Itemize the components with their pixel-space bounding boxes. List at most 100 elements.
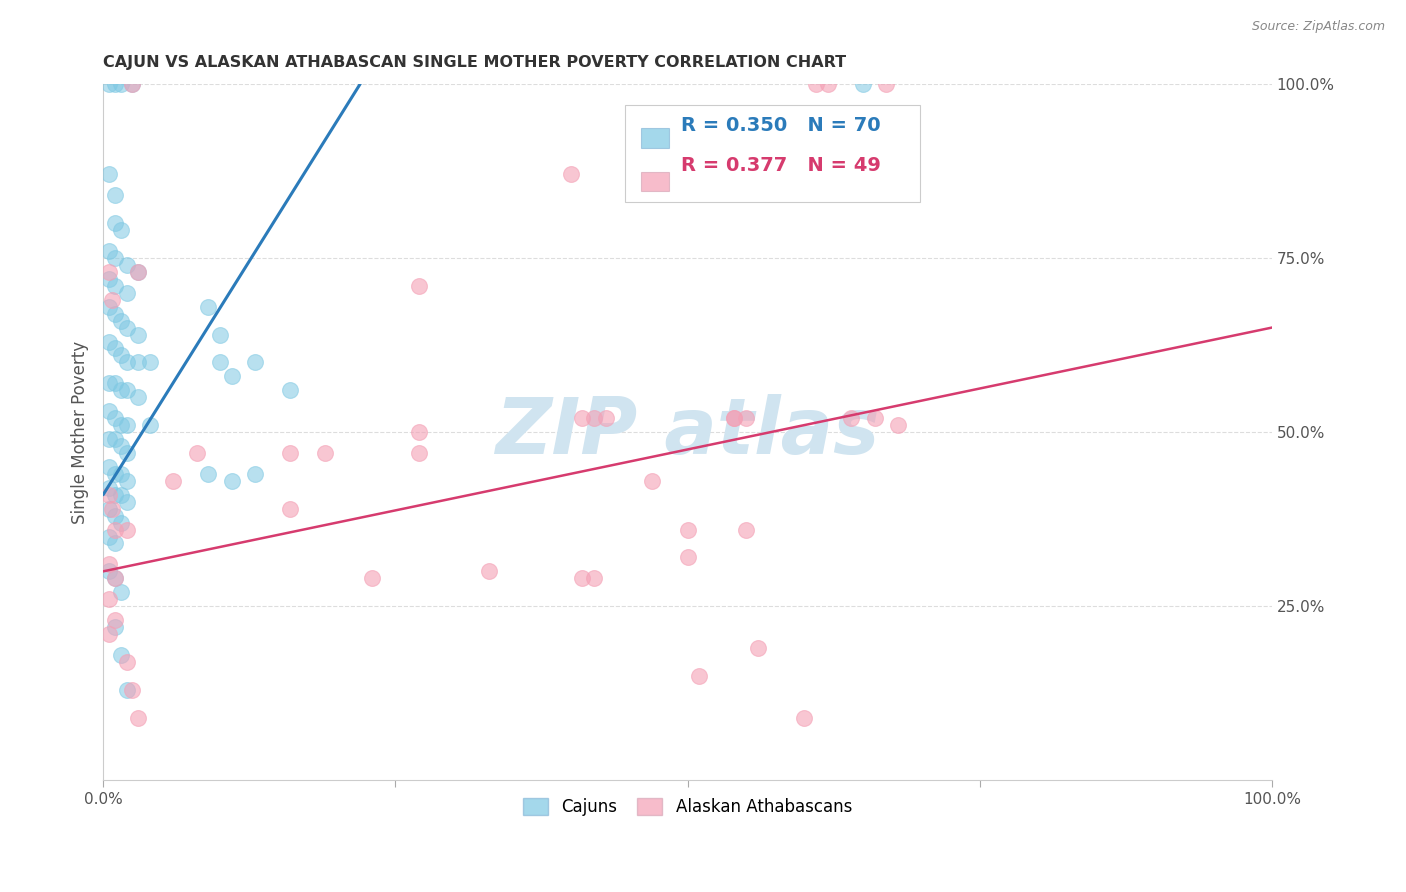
Cajuns [208, 327, 231, 342]
Cajuns [127, 265, 149, 279]
Cajuns [127, 390, 149, 404]
Alaskan Athabascans [186, 446, 208, 460]
Cajuns [115, 474, 138, 488]
Cajuns [98, 459, 121, 474]
Text: ZIP atlas: ZIP atlas [495, 394, 880, 470]
Alaskan Athabascans [747, 640, 769, 655]
Cajuns [104, 620, 127, 634]
Cajuns [104, 342, 127, 356]
Cajuns [98, 501, 121, 516]
Cajuns [110, 313, 132, 327]
Cajuns [98, 481, 121, 495]
Alaskan Athabascans [408, 278, 430, 293]
Cajuns [104, 536, 127, 550]
Cajuns [104, 216, 127, 230]
Cajuns [115, 494, 138, 508]
Alaskan Athabascans [560, 167, 582, 181]
Cajuns [221, 369, 243, 384]
Cajuns [221, 474, 243, 488]
Cajuns [115, 446, 138, 460]
Alaskan Athabascans [793, 711, 815, 725]
Alaskan Athabascans [115, 655, 138, 669]
Alaskan Athabascans [887, 418, 910, 433]
Alaskan Athabascans [723, 411, 745, 425]
Cajuns [98, 404, 121, 418]
Alaskan Athabascans [127, 711, 149, 725]
Cajuns [98, 272, 121, 286]
Alaskan Athabascans [278, 501, 301, 516]
Y-axis label: Single Mother Poverty: Single Mother Poverty [72, 341, 89, 524]
Alaskan Athabascans [408, 446, 430, 460]
Cajuns [127, 355, 149, 369]
Text: CAJUN VS ALASKAN ATHABASCAN SINGLE MOTHER POVERTY CORRELATION CHART: CAJUN VS ALASKAN ATHABASCAN SINGLE MOTHE… [103, 55, 846, 70]
Cajuns [104, 571, 127, 585]
Text: Source: ZipAtlas.com: Source: ZipAtlas.com [1251, 20, 1385, 33]
Alaskan Athabascans [676, 523, 699, 537]
Alaskan Athabascans [735, 523, 758, 537]
Alaskan Athabascans [115, 523, 138, 537]
Cajuns [852, 77, 875, 91]
Alaskan Athabascans [735, 411, 758, 425]
Cajuns [197, 300, 219, 314]
Alaskan Athabascans [595, 411, 617, 425]
Cajuns [110, 223, 132, 237]
Cajuns [139, 355, 162, 369]
Alaskan Athabascans [162, 474, 184, 488]
Cajuns [115, 285, 138, 300]
Legend: Cajuns, Alaskan Athabascans: Cajuns, Alaskan Athabascans [515, 789, 860, 824]
Cajuns [208, 355, 231, 369]
Alaskan Athabascans [688, 669, 710, 683]
Alaskan Athabascans [571, 571, 593, 585]
Cajuns [115, 258, 138, 272]
Cajuns [139, 418, 162, 433]
Alaskan Athabascans [98, 265, 121, 279]
Cajuns [110, 488, 132, 502]
Cajuns [104, 488, 127, 502]
Cajuns [278, 384, 301, 398]
Cajuns [104, 77, 127, 91]
Alaskan Athabascans [98, 627, 121, 641]
Alaskan Athabascans [98, 592, 121, 607]
Alaskan Athabascans [314, 446, 336, 460]
Alaskan Athabascans [641, 474, 664, 488]
Alaskan Athabascans [104, 571, 127, 585]
Cajuns [98, 529, 121, 543]
Alaskan Athabascans [361, 571, 384, 585]
Cajuns [127, 327, 149, 342]
Cajuns [98, 565, 121, 579]
Cajuns [104, 467, 127, 481]
Alaskan Athabascans [478, 565, 501, 579]
Cajuns [110, 77, 132, 91]
Cajuns [110, 585, 132, 599]
Cajuns [104, 376, 127, 391]
Alaskan Athabascans [121, 77, 143, 91]
Alaskan Athabascans [582, 411, 605, 425]
Alaskan Athabascans [121, 682, 143, 697]
Cajuns [115, 355, 138, 369]
Alaskan Athabascans [863, 411, 886, 425]
Cajuns [115, 320, 138, 334]
Text: R = 0.377   N = 49: R = 0.377 N = 49 [682, 156, 882, 175]
Cajuns [98, 432, 121, 446]
Cajuns [110, 384, 132, 398]
Alaskan Athabascans [98, 488, 121, 502]
Alaskan Athabascans [817, 77, 839, 91]
Cajuns [110, 439, 132, 453]
Cajuns [98, 77, 121, 91]
Cajuns [110, 467, 132, 481]
Cajuns [98, 376, 121, 391]
Alaskan Athabascans [804, 77, 827, 91]
Text: R = 0.350   N = 70: R = 0.350 N = 70 [682, 116, 882, 136]
Alaskan Athabascans [104, 613, 127, 627]
Cajuns [104, 251, 127, 265]
Cajuns [98, 300, 121, 314]
Alaskan Athabascans [723, 411, 745, 425]
Cajuns [243, 467, 266, 481]
Alaskan Athabascans [408, 425, 430, 439]
Cajuns [104, 411, 127, 425]
Cajuns [115, 682, 138, 697]
Cajuns [115, 418, 138, 433]
Alaskan Athabascans [571, 411, 593, 425]
Alaskan Athabascans [839, 411, 862, 425]
Alaskan Athabascans [875, 77, 897, 91]
